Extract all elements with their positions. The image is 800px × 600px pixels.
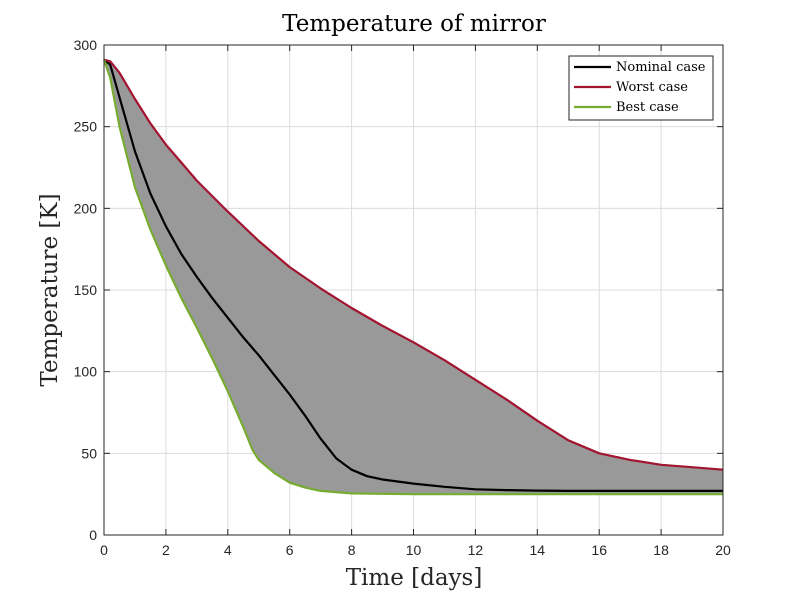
y-tick-label: 250	[74, 119, 98, 135]
x-tick-label: 10	[406, 542, 422, 558]
y-axis-label: Temperature [K]	[37, 193, 63, 386]
x-tick-label: 0	[100, 542, 108, 558]
y-tick-label: 100	[74, 364, 98, 380]
x-tick-label: 12	[468, 542, 484, 558]
legend-entry: Best case	[616, 100, 679, 115]
x-axis-label: Time [days]	[346, 565, 483, 591]
x-tick-label: 20	[715, 542, 731, 558]
y-tick-label: 200	[74, 200, 98, 216]
y-tick-label: 300	[74, 37, 98, 53]
uncertainty-band	[104, 59, 723, 495]
legend-entry: Nominal case	[616, 60, 706, 75]
series-line-worst-case	[103, 58, 724, 471]
x-tick-label: 2	[162, 542, 170, 558]
x-tick-label: 8	[348, 542, 356, 558]
y-tick-label: 50	[81, 445, 97, 461]
chart-title: Temperature of mirror	[282, 11, 546, 37]
y-tick-label: 150	[74, 282, 98, 298]
legend-entry: Worst case	[616, 80, 688, 95]
legend: Nominal case Worst case Best case	[568, 55, 714, 121]
x-tick-label: 6	[286, 542, 294, 558]
x-tick-label: 4	[224, 542, 232, 558]
y-tick-label: 0	[89, 527, 97, 543]
x-tick-label: 18	[653, 542, 669, 558]
series-line-nominal-case	[103, 58, 723, 492]
series-line-best-case	[102, 59, 723, 496]
x-tick-label: 16	[591, 542, 607, 558]
x-tick-label: 14	[530, 542, 546, 558]
